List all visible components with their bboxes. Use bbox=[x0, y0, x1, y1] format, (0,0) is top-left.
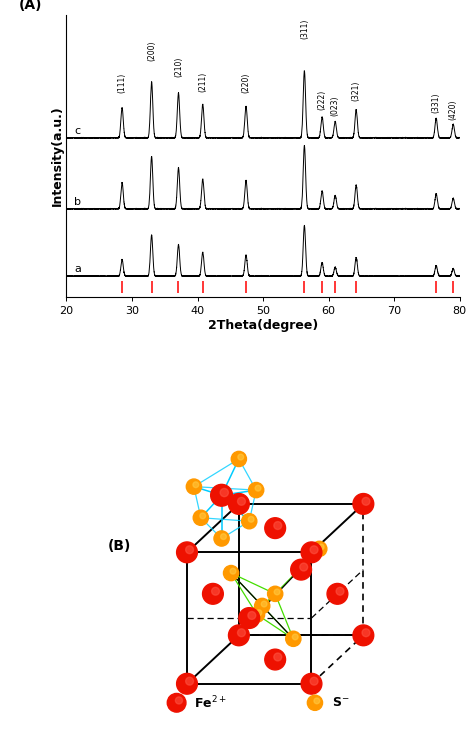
Circle shape bbox=[202, 583, 223, 604]
Circle shape bbox=[310, 546, 318, 553]
Circle shape bbox=[327, 583, 348, 604]
Circle shape bbox=[177, 542, 197, 563]
Circle shape bbox=[274, 653, 282, 661]
Circle shape bbox=[255, 485, 261, 491]
Text: b: b bbox=[74, 196, 81, 207]
Circle shape bbox=[177, 674, 197, 694]
Circle shape bbox=[186, 546, 193, 553]
Circle shape bbox=[336, 587, 344, 595]
Circle shape bbox=[265, 517, 285, 539]
Circle shape bbox=[291, 559, 311, 580]
Text: (200): (200) bbox=[147, 40, 156, 61]
Text: S$^{-}$: S$^{-}$ bbox=[332, 696, 350, 710]
Text: a: a bbox=[74, 264, 81, 274]
Circle shape bbox=[312, 541, 327, 556]
Circle shape bbox=[362, 498, 370, 505]
Circle shape bbox=[265, 649, 285, 670]
Circle shape bbox=[301, 542, 322, 563]
Circle shape bbox=[310, 677, 318, 685]
Circle shape bbox=[186, 479, 201, 494]
Circle shape bbox=[220, 488, 228, 497]
Text: (321): (321) bbox=[352, 80, 361, 100]
Circle shape bbox=[193, 482, 199, 487]
Circle shape bbox=[214, 531, 229, 546]
Circle shape bbox=[248, 611, 256, 619]
Circle shape bbox=[228, 625, 249, 646]
Circle shape bbox=[301, 674, 322, 694]
Circle shape bbox=[238, 454, 244, 460]
Circle shape bbox=[249, 607, 264, 622]
Circle shape bbox=[193, 510, 209, 526]
Circle shape bbox=[237, 498, 246, 505]
Circle shape bbox=[175, 697, 182, 704]
Text: (A): (A) bbox=[19, 0, 43, 12]
Circle shape bbox=[256, 610, 262, 616]
Text: (222): (222) bbox=[318, 89, 327, 109]
Circle shape bbox=[274, 589, 280, 594]
Text: (111): (111) bbox=[118, 73, 127, 93]
Circle shape bbox=[248, 517, 254, 522]
Circle shape bbox=[223, 565, 239, 581]
X-axis label: 2Theta(degree): 2Theta(degree) bbox=[208, 319, 318, 332]
Text: (210): (210) bbox=[174, 56, 183, 77]
Text: (311): (311) bbox=[300, 19, 309, 40]
Circle shape bbox=[267, 586, 283, 602]
Y-axis label: Intensity(a.u.): Intensity(a.u.) bbox=[51, 106, 64, 206]
Text: (B): (B) bbox=[108, 539, 131, 553]
Circle shape bbox=[239, 608, 260, 628]
Text: (420): (420) bbox=[449, 100, 458, 120]
Circle shape bbox=[314, 698, 320, 704]
Circle shape bbox=[210, 485, 232, 507]
Circle shape bbox=[248, 482, 264, 498]
Circle shape bbox=[362, 629, 370, 637]
Text: Fe$^{2+}$: Fe$^{2+}$ bbox=[194, 694, 227, 711]
Text: (331): (331) bbox=[432, 92, 441, 113]
Circle shape bbox=[261, 601, 267, 607]
Circle shape bbox=[211, 587, 219, 595]
Circle shape bbox=[292, 634, 298, 640]
Circle shape bbox=[231, 452, 246, 467]
Circle shape bbox=[274, 522, 282, 529]
Circle shape bbox=[186, 677, 193, 685]
Circle shape bbox=[167, 693, 186, 712]
Circle shape bbox=[230, 568, 236, 574]
Text: (211): (211) bbox=[198, 72, 207, 92]
Text: (023): (023) bbox=[331, 95, 340, 116]
Circle shape bbox=[300, 563, 308, 571]
Text: c: c bbox=[74, 125, 81, 136]
Circle shape bbox=[318, 544, 324, 550]
Circle shape bbox=[286, 631, 301, 647]
Circle shape bbox=[242, 514, 257, 528]
Text: (220): (220) bbox=[242, 73, 251, 93]
Circle shape bbox=[220, 534, 227, 539]
Circle shape bbox=[353, 625, 374, 646]
Circle shape bbox=[353, 493, 374, 515]
Circle shape bbox=[237, 629, 246, 637]
Circle shape bbox=[307, 695, 322, 710]
Circle shape bbox=[200, 513, 206, 519]
Circle shape bbox=[228, 493, 249, 515]
Circle shape bbox=[255, 598, 270, 614]
